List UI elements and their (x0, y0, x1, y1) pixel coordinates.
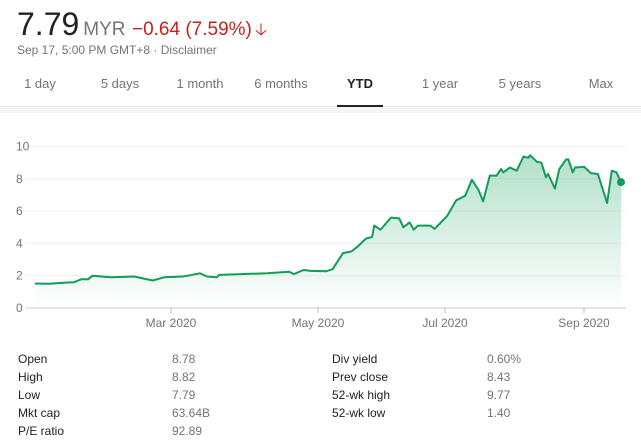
arrow-down-icon: 🡣 (254, 20, 268, 39)
currency: MYR (83, 19, 126, 40)
quote-header: 7.79 MYR −0.64 (7.59%) 🡣 (17, 6, 267, 46)
x-tick-label: May 2020 (292, 316, 345, 330)
range-tabs: 1 day 5 days 1 month 6 months YTD 1 year… (0, 66, 641, 108)
x-tick-label: Jul 2020 (422, 316, 468, 330)
stat-label: Div yield (332, 352, 378, 366)
timestamp: Sep 17, 5:00 PM GMT+8 (17, 43, 151, 57)
stat-value: 1.40 (487, 406, 511, 420)
separator: · (150, 43, 161, 57)
y-tick-label: 0 (16, 301, 23, 315)
tab-6-months[interactable]: 6 months (254, 76, 308, 91)
stat-value: 92.89 (172, 424, 203, 438)
current-price: 7.79 (17, 6, 80, 42)
x-tick-label: Sep 2020 (558, 316, 610, 330)
y-tick-label: 6 (16, 204, 23, 218)
tab-1-year[interactable]: 1 year (421, 76, 459, 91)
y-tick-label: 4 (16, 236, 23, 250)
stat-value: 0.60% (487, 352, 522, 366)
stat-label: 52-wk low (332, 406, 386, 420)
price-change: −0.64 (7.59%) (131, 19, 252, 40)
divider (0, 107, 641, 113)
stat-value: 8.43 (487, 370, 511, 384)
stat-label: P/E ratio (18, 424, 65, 438)
tab-1-month[interactable]: 1 month (176, 76, 224, 91)
disclaimer-link[interactable]: Disclaimer (160, 43, 217, 57)
stat-label: Prev close (332, 370, 389, 384)
stat-value: 63.64B (172, 406, 211, 420)
x-tick-label: Mar 2020 (146, 316, 197, 330)
stat-label: 52-wk high (332, 388, 391, 402)
current-price-dot (617, 178, 625, 187)
y-tick-label: 10 (16, 140, 30, 154)
stat-label: Low (18, 388, 41, 402)
stat-value: 7.79 (172, 388, 196, 402)
stat-value: 9.77 (487, 388, 511, 402)
tab-1-day[interactable]: 1 day (24, 76, 56, 91)
price-line (34, 154, 622, 285)
stat-label: Mkt cap (18, 406, 61, 420)
y-tick-label: 2 (16, 269, 23, 283)
stat-value: 8.82 (172, 370, 196, 384)
y-tick-label: 8 (16, 172, 23, 186)
stat-label: Open (18, 352, 48, 366)
tab-ytd[interactable]: YTD (337, 76, 383, 108)
tab-max[interactable]: Max (588, 76, 614, 91)
stat-value: 8.78 (172, 352, 196, 366)
price-area-fill (35, 155, 621, 308)
quote-timestamp-line: Sep 17, 5:00 PM GMT+8 · Disclaimer (17, 43, 217, 57)
tab-5-days[interactable]: 5 days (100, 76, 140, 91)
stat-label: High (18, 370, 43, 384)
price-chart[interactable]: 0 2 4 6 8 10 Mar 2020 May 2020 Jul 2020 Sep 2020 (0, 0, 641, 340)
tab-5-years[interactable]: 5 years (498, 76, 542, 91)
